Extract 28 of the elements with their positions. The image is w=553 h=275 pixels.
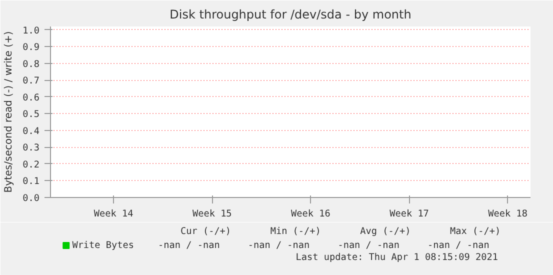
y-tick-label: 0.2 (22, 159, 40, 170)
text: Cur (-/+) (180, 226, 232, 237)
text: Last update: Thu Apr 1 08:15:09 2021 (296, 252, 498, 263)
x-tick-label: Week 16 (291, 208, 331, 220)
legend-label: Write Bytes (72, 240, 134, 251)
text: -nan / -nan (428, 240, 490, 251)
y-tick-label: 0.1 (22, 176, 40, 188)
y-tick-label: 0.3 (22, 142, 40, 154)
text: -nan / -nan (338, 240, 400, 251)
text: Max (-/+) (450, 226, 501, 237)
y-tick-label: 0.7 (22, 76, 40, 87)
x-tick-label: Week 14 (94, 208, 134, 220)
y-tick-label: 0.4 (22, 126, 40, 137)
text: -nan / -nan (248, 240, 310, 251)
y-tick-label: 0.9 (22, 42, 40, 54)
y-tick-label: 0.5 (22, 109, 40, 120)
text: Min (-/+) (270, 226, 321, 237)
chart-title: Disk throughput for /dev/sda - by month (170, 8, 412, 22)
y-tick-label: 0.0 (22, 193, 40, 204)
x-tick-label: Week 17 (390, 208, 429, 220)
x-tick-label: Week 15 (192, 208, 232, 220)
y-tick-label: 0.8 (22, 58, 40, 70)
y-axis-title: Bytes/second read (-) / write (+) (4, 31, 15, 193)
x-tick-label: Week 18 (488, 208, 528, 220)
y-tick-label: 0.6 (22, 92, 40, 104)
y-tick-label: 1.0 (22, 25, 40, 36)
text: -nan / -nan (158, 240, 220, 251)
text: Avg (-/+) (360, 226, 411, 237)
